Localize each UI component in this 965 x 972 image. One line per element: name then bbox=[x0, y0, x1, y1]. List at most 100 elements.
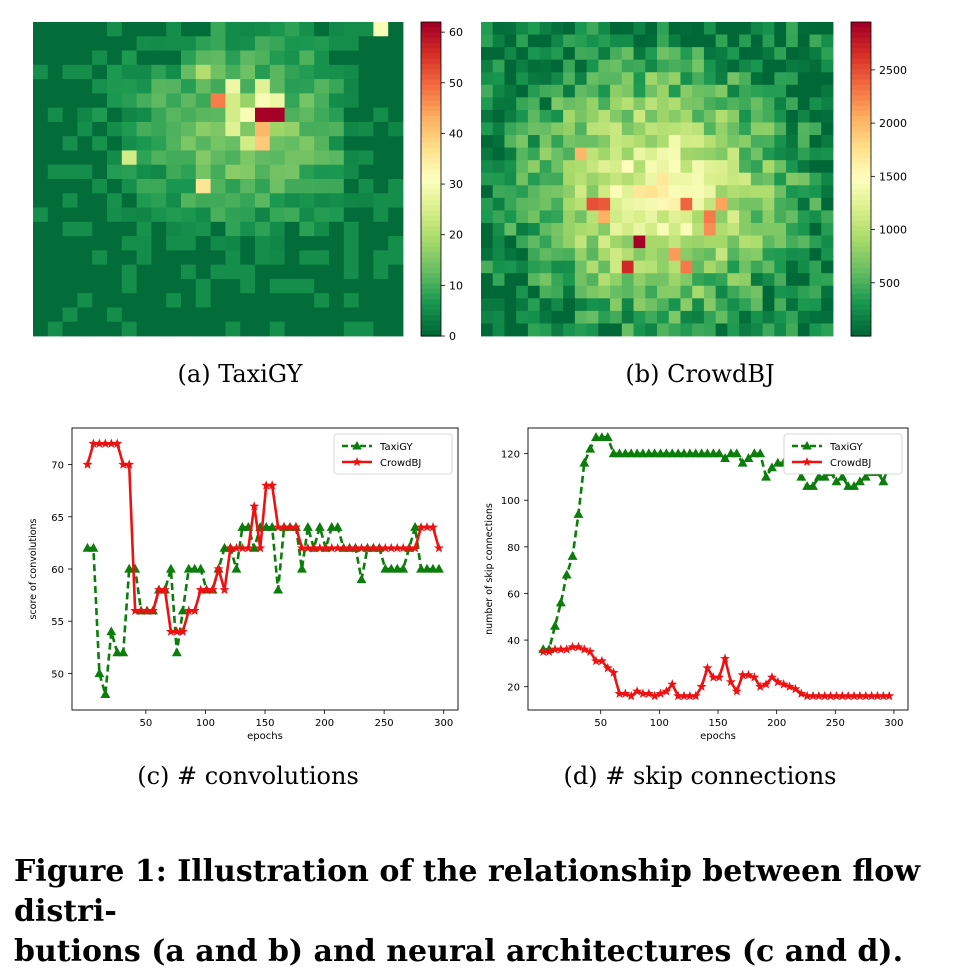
heatmap-cell bbox=[240, 64, 256, 80]
heatmap-cell bbox=[343, 64, 359, 80]
data-point bbox=[195, 563, 206, 573]
heatmap-cell bbox=[598, 34, 611, 48]
heatmap-cell bbox=[610, 147, 623, 161]
heatmap-cell bbox=[680, 273, 693, 287]
colorbar-segment bbox=[421, 210, 441, 217]
heatmap-cell bbox=[166, 221, 182, 237]
heatmap-cell bbox=[586, 59, 599, 73]
heatmap-cell bbox=[255, 207, 271, 223]
heatmap-cell bbox=[821, 135, 834, 148]
heatmap-cell bbox=[329, 207, 345, 223]
heatmap-cell bbox=[574, 147, 587, 161]
heatmap-cell bbox=[692, 298, 705, 312]
colorbar-tick-label: 60 bbox=[449, 26, 463, 39]
heatmap-cell bbox=[786, 260, 799, 274]
colorbar-segment bbox=[421, 22, 441, 28]
heatmap-cell bbox=[481, 248, 494, 262]
heatmap-cell bbox=[586, 185, 599, 199]
heatmap-cell bbox=[33, 293, 49, 308]
heatmap-cell bbox=[166, 293, 182, 308]
heatmap-cell bbox=[329, 50, 345, 66]
colorbar-segment bbox=[421, 95, 441, 102]
heatmap-cell bbox=[563, 34, 576, 48]
heatmap-cell bbox=[62, 136, 78, 151]
heatmap-cell bbox=[358, 179, 374, 194]
heatmap-cell bbox=[739, 248, 752, 262]
heatmap-cell bbox=[574, 34, 587, 48]
heatmap-cell bbox=[269, 36, 285, 51]
heatmap-cell bbox=[762, 47, 775, 61]
heatmap-cell bbox=[225, 250, 241, 266]
heatmap-cell bbox=[210, 321, 226, 337]
heatmap-cell bbox=[492, 172, 505, 186]
colorbar-segment bbox=[421, 309, 441, 316]
heatmap-cell bbox=[680, 34, 693, 48]
heatmap-cell bbox=[739, 197, 752, 211]
heatmap-cell bbox=[668, 298, 681, 312]
heatmap-cell bbox=[269, 207, 285, 223]
heatmap-cell bbox=[574, 172, 587, 186]
heatmap-cell bbox=[586, 323, 599, 337]
heatmap-cell bbox=[633, 222, 646, 236]
heatmap-cell bbox=[821, 298, 834, 312]
heatmap-cell bbox=[657, 122, 670, 136]
data-point bbox=[837, 471, 848, 481]
heatmap-cell bbox=[343, 164, 359, 180]
heatmap-cell bbox=[750, 97, 763, 111]
heatmap-cell bbox=[621, 285, 634, 299]
data-point bbox=[195, 584, 206, 595]
heatmap-cell bbox=[504, 248, 517, 262]
heatmap-cell bbox=[786, 34, 799, 48]
heatmap-cell bbox=[210, 150, 226, 166]
data-point bbox=[802, 690, 813, 701]
heatmap-cell bbox=[750, 222, 763, 236]
heatmap-cell bbox=[269, 121, 285, 137]
heatmap-cell bbox=[598, 285, 611, 299]
heatmap-cell bbox=[598, 122, 611, 136]
data-point bbox=[410, 542, 421, 553]
heatmap-cell bbox=[539, 135, 552, 148]
heatmap-cell bbox=[668, 34, 681, 48]
data-point bbox=[555, 597, 566, 607]
colorbar-segment bbox=[851, 27, 871, 34]
heatmap-cell bbox=[255, 221, 271, 237]
heatmap-cell bbox=[586, 210, 599, 224]
heatmap-cell bbox=[166, 121, 182, 137]
heatmap-cell bbox=[516, 323, 529, 337]
heatmap-cell bbox=[598, 109, 611, 123]
heatmap-cell bbox=[809, 285, 822, 299]
colorbar-segment bbox=[421, 27, 441, 34]
heatmap-cell bbox=[136, 50, 152, 66]
heatmap-cell bbox=[703, 285, 717, 299]
heatmap-cell bbox=[240, 221, 256, 237]
heatmap-cell bbox=[62, 193, 78, 208]
heatmap-cell bbox=[255, 250, 271, 266]
heatmap-cell bbox=[343, 93, 359, 109]
heatmap-cell bbox=[539, 59, 552, 73]
heatmap-cell bbox=[343, 79, 359, 94]
heatmap-cell bbox=[539, 235, 552, 249]
heatmap-cell bbox=[539, 97, 552, 111]
heatmap-cell bbox=[762, 248, 775, 262]
heatmap-cell bbox=[668, 122, 681, 136]
data-point bbox=[352, 441, 362, 450]
data-point bbox=[743, 453, 754, 462]
heatmap-cell bbox=[715, 323, 728, 337]
heatmap-cell bbox=[269, 150, 285, 166]
heatmap-cell bbox=[574, 109, 587, 123]
heatmap-cell bbox=[727, 222, 740, 236]
heatmap-cell bbox=[563, 59, 576, 73]
heatmap-cell bbox=[739, 147, 752, 161]
data-point bbox=[550, 620, 560, 630]
heatmap-cell bbox=[750, 147, 763, 161]
heatmap-cell bbox=[516, 34, 529, 48]
colorbar-segment bbox=[851, 231, 871, 238]
colorbar-frame bbox=[420, 21, 442, 337]
heatmap-cell bbox=[284, 207, 300, 223]
heatmap-cell bbox=[774, 248, 787, 262]
heatmap-cell bbox=[121, 164, 137, 180]
colorbar-segment bbox=[421, 189, 441, 196]
colorbar-segment bbox=[851, 152, 871, 159]
data-point bbox=[82, 459, 93, 469]
